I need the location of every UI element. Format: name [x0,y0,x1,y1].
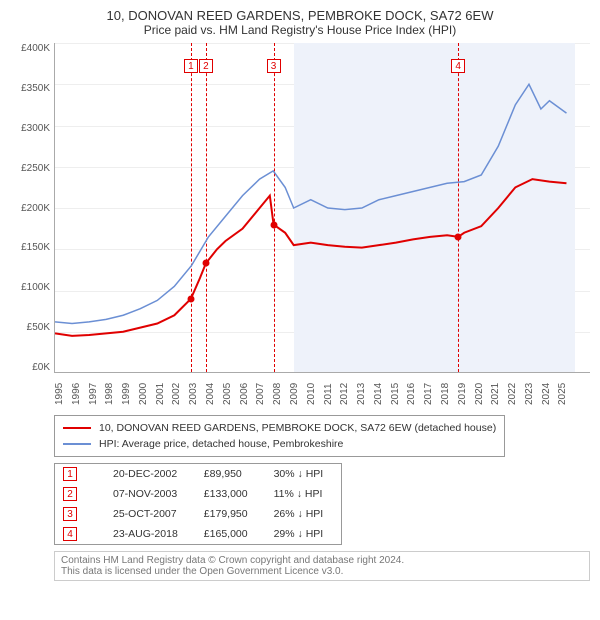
event-badge: 2 [63,487,77,501]
x-tick-label: 2023 [524,373,541,407]
event-marker [455,233,462,240]
y-tick-label: £50K [27,322,50,333]
x-tick-label: 2008 [272,373,289,407]
table-row: 2 07-NOV-2003£133,00011% ↓ HPI [55,484,342,504]
cell-date: 25-OCT-2007 [105,504,196,524]
legend-box: 10, DONOVAN REED GARDENS, PEMBROKE DOCK,… [54,415,505,457]
table-row: 3 25-OCT-2007£179,95026% ↓ HPI [55,504,342,524]
legend-swatch [63,427,91,429]
title-main: 10, DONOVAN REED GARDENS, PEMBROKE DOCK,… [10,8,590,23]
x-tick-label: 2000 [138,373,155,407]
y-tick-label: £400K [21,43,50,54]
x-tick-label: 2016 [406,373,423,407]
event-marker [270,221,277,228]
event-badge: 1 [63,467,77,481]
y-tick-label: £0K [32,362,50,373]
footer-line-1: Contains HM Land Registry data © Crown c… [61,555,583,566]
x-tick-label: 2014 [373,373,390,407]
y-tick-label: £300K [21,123,50,134]
event-marker [187,295,194,302]
cell-price: £133,000 [196,484,266,504]
cell-badge: 3 [55,504,106,524]
cell-date: 20-DEC-2002 [105,464,196,485]
cell-price: £165,000 [196,524,266,545]
event-marker [202,260,209,267]
plot-area: 12 3 4 [54,43,590,373]
footer-line-2: This data is licensed under the Open Gov… [61,566,583,577]
chart-area: £400K £350K £300K £250K £200K £150K £100K £50K £… [10,43,590,373]
legend-row: HPI: Average price, detached house, Pemb… [63,436,496,452]
cell-price: £89,950 [196,464,266,485]
cell-badge: 1 [55,464,106,485]
footer-attribution: Contains HM Land Registry data © Crown c… [54,551,590,581]
event-label: 4 [451,59,465,73]
events-table: 1 20-DEC-2002£89,95030% ↓ HPI 2 07-NOV-2003… [54,463,342,545]
y-axis: £400K £350K £300K £250K £200K £150K £100K £50K £… [10,43,54,373]
cell-delta: 26% ↓ HPI [266,504,342,524]
event-badge: 4 [63,527,77,541]
event-label: 2 [199,59,213,73]
event-badge: 3 [63,507,77,521]
chart-container: 10, DONOVAN REED GARDENS, PEMBROKE DOCK,… [0,0,600,589]
cell-price: £179,950 [196,504,266,524]
x-tick-label: 2013 [356,373,373,407]
y-tick-label: £150K [21,242,50,253]
x-tick-label: 1997 [88,373,105,407]
y-tick-label: £350K [21,83,50,94]
title-sub: Price paid vs. HM Land Registry's House … [10,23,590,37]
x-tick-label: 2019 [457,373,474,407]
y-tick-label: £250K [21,163,50,174]
event-label: 1 [184,59,198,73]
x-tick-label: 2007 [255,373,272,407]
x-tick-label: 2005 [222,373,239,407]
legend-label: HPI: Average price, detached house, Pemb… [99,436,343,452]
x-tick-label: 2001 [155,373,172,407]
y-tick-label: £200K [21,203,50,214]
table-row: 1 20-DEC-2002£89,95030% ↓ HPI [55,464,342,485]
x-tick-label: 2004 [205,373,222,407]
cell-delta: 11% ↓ HPI [266,484,342,504]
x-axis: 1995199619971998199920002001200220032004… [54,373,574,407]
cell-badge: 2 [55,484,106,504]
x-tick-label: 2015 [390,373,407,407]
x-tick-label: 2022 [507,373,524,407]
series-hpi [55,84,566,323]
x-tick-label: 2017 [423,373,440,407]
event-label: 3 [267,59,281,73]
x-tick-label: 2002 [171,373,188,407]
legend-row: 10, DONOVAN REED GARDENS, PEMBROKE DOCK,… [63,420,496,436]
x-tick-label: 2024 [541,373,558,407]
x-tick-label: 1998 [104,373,121,407]
x-tick-label: 2018 [440,373,457,407]
cell-date: 07-NOV-2003 [105,484,196,504]
legend-swatch [63,443,91,445]
cell-date: 23-AUG-2018 [105,524,196,545]
x-tick-label: 1999 [121,373,138,407]
y-tick-label: £100K [21,282,50,293]
series-lines [55,43,575,373]
x-tick-label: 2012 [339,373,356,407]
x-tick-label: 2025 [557,373,574,407]
cell-delta: 30% ↓ HPI [266,464,342,485]
x-tick-label: 2006 [239,373,256,407]
table-row: 4 23-AUG-2018£165,00029% ↓ HPI [55,524,342,545]
cell-delta: 29% ↓ HPI [266,524,342,545]
cell-badge: 4 [55,524,106,545]
x-tick-label: 2021 [490,373,507,407]
x-tick-label: 2003 [188,373,205,407]
x-tick-label: 2011 [323,373,340,407]
x-tick-label: 2020 [474,373,491,407]
legend-label: 10, DONOVAN REED GARDENS, PEMBROKE DOCK,… [99,420,496,436]
x-tick-label: 2010 [306,373,323,407]
x-tick-label: 1996 [71,373,88,407]
x-tick-label: 2009 [289,373,306,407]
x-tick-label: 1995 [54,373,71,407]
